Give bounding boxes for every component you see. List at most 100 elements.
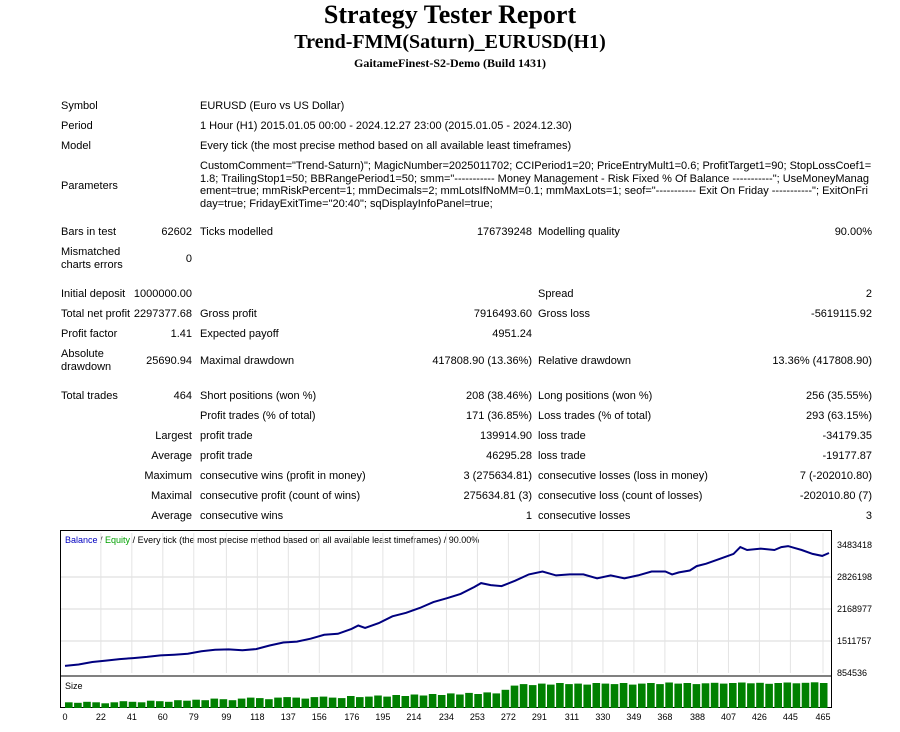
legend-balance: Balance bbox=[65, 535, 98, 545]
size-bar bbox=[365, 696, 373, 708]
largest-loss-trade-value: -34179.35 bbox=[822, 430, 872, 442]
x-tick-label: 214 bbox=[406, 712, 421, 722]
loss-trades-value: 293 (63.15%) bbox=[805, 410, 872, 422]
model-label: Model bbox=[61, 140, 91, 152]
size-bar bbox=[110, 702, 119, 708]
deposit-label: Initial deposit bbox=[61, 288, 126, 300]
x-tick-label: 79 bbox=[189, 712, 199, 722]
ticks-label: Ticks modelled bbox=[200, 226, 273, 238]
average-loss-trade-value: -19177.87 bbox=[822, 450, 872, 462]
size-bar bbox=[701, 683, 710, 708]
net-profit-label: Total net profit bbox=[61, 308, 131, 320]
size-bar bbox=[128, 701, 137, 708]
size-bar bbox=[174, 700, 182, 708]
x-tick-label: 41 bbox=[127, 712, 137, 722]
size-bar bbox=[647, 683, 655, 708]
maximal-consecutive-loss-label: consecutive loss (count of losses) bbox=[538, 490, 703, 502]
report-build: GaitameFinest-S2-Demo (Build 1431) bbox=[354, 56, 546, 70]
average-consecutive-label: Average bbox=[151, 510, 192, 522]
size-bar bbox=[65, 702, 73, 708]
largest-loss-trade-label: loss trade bbox=[538, 430, 586, 442]
mismatch-value: 0 bbox=[185, 253, 192, 265]
size-bar bbox=[665, 682, 673, 708]
x-tick-label: 234 bbox=[439, 712, 454, 722]
maximal-consecutive-loss-value: -202010.80 (7) bbox=[799, 490, 872, 502]
average-label: Average bbox=[151, 450, 192, 462]
average-consecutive-losses-value: 3 bbox=[865, 510, 872, 522]
maximal-label: Maximal bbox=[151, 490, 192, 502]
maximal-drawdown-value: 417808.90 (13.36%) bbox=[432, 355, 532, 367]
x-tick-label: 349 bbox=[626, 712, 641, 722]
balance-line bbox=[64, 545, 830, 667]
size-bar bbox=[719, 683, 728, 708]
bars-label: Bars in test bbox=[61, 226, 117, 238]
size-bar bbox=[792, 683, 801, 708]
size-bar bbox=[774, 683, 782, 708]
legend-rest: / Every tick (the most precise method ba… bbox=[130, 535, 480, 545]
maximal-drawdown-label: Maximal drawdown bbox=[200, 355, 295, 367]
size-bar bbox=[265, 699, 273, 708]
x-tick-label: 60 bbox=[158, 712, 168, 722]
size-bar bbox=[492, 693, 501, 708]
spread-value: 2 bbox=[865, 288, 872, 300]
gross-loss-value: -5619115.92 bbox=[811, 308, 872, 320]
relative-drawdown-label: Relative drawdown bbox=[538, 355, 631, 367]
size-bar bbox=[783, 682, 792, 708]
size-bar bbox=[428, 694, 437, 708]
total-trades-label: Total trades bbox=[61, 390, 118, 402]
spread-label: Spread bbox=[538, 288, 574, 300]
size-bar bbox=[519, 684, 528, 708]
x-tick-label: 118 bbox=[250, 712, 264, 722]
size-bar bbox=[392, 695, 400, 708]
size-bar bbox=[337, 698, 346, 708]
size-bar bbox=[228, 700, 237, 708]
profit-trades-label: Profit trades (% of total) bbox=[200, 410, 316, 422]
net-profit-value: 2297377.68 bbox=[133, 308, 192, 320]
x-tick-label: 330 bbox=[595, 712, 610, 722]
maximal-consecutive-profit-value: 275634.81 (3) bbox=[463, 490, 533, 502]
x-tick-label: 0 bbox=[62, 712, 67, 722]
size-bar bbox=[674, 683, 682, 708]
quality-value: 90.00% bbox=[834, 226, 872, 238]
size-bar bbox=[201, 700, 209, 708]
average-consecutive-losses-label: consecutive losses bbox=[538, 510, 631, 522]
size-bar bbox=[592, 683, 601, 708]
mismatch-label: Mismatched charts errors bbox=[61, 246, 123, 271]
size-bar bbox=[256, 698, 264, 708]
average-consecutive-wins-value: 1 bbox=[525, 510, 532, 522]
size-bar bbox=[83, 701, 91, 708]
size-bar bbox=[74, 702, 82, 708]
size-bar bbox=[401, 696, 410, 708]
size-bar bbox=[801, 682, 810, 708]
period-value: 1 Hour (H1) 2015.01.05 00:00 - 2024.12.2… bbox=[200, 120, 572, 132]
average-loss-trade-label: loss trade bbox=[538, 450, 586, 462]
size-bar bbox=[437, 695, 446, 708]
bars-value: 62602 bbox=[161, 226, 192, 238]
max-consecutive-wins-value: 3 (275634.81) bbox=[463, 470, 533, 482]
gross-profit-label: Gross profit bbox=[200, 308, 257, 320]
x-tick-label: 195 bbox=[375, 712, 390, 722]
size-bar bbox=[328, 697, 337, 708]
deposit-value: 1000000.00 bbox=[133, 288, 192, 300]
size-bar bbox=[92, 702, 100, 708]
size-bar bbox=[510, 685, 519, 708]
size-label: Size bbox=[65, 681, 83, 691]
gross-loss-label: Gross loss bbox=[538, 308, 590, 320]
x-tick-label: 156 bbox=[312, 712, 327, 722]
size-bar bbox=[683, 683, 692, 708]
parameters-label: Parameters bbox=[61, 180, 118, 192]
size-bar bbox=[274, 697, 282, 708]
x-tick-label: 272 bbox=[501, 712, 516, 722]
max-consecutive-losses-value: 7 (-202010.80) bbox=[799, 470, 872, 482]
size-bar bbox=[574, 683, 582, 708]
x-tick-label: 99 bbox=[221, 712, 231, 722]
size-bar bbox=[738, 682, 746, 708]
size-bar bbox=[465, 692, 473, 708]
size-bar bbox=[729, 683, 737, 708]
short-positions-label: Short positions (won %) bbox=[200, 390, 317, 402]
gross-profit-value: 7916493.60 bbox=[473, 308, 532, 320]
largest-label: Largest bbox=[155, 430, 192, 442]
size-bar bbox=[283, 697, 291, 708]
size-bar bbox=[556, 683, 564, 708]
x-tick-label: 407 bbox=[721, 712, 736, 722]
